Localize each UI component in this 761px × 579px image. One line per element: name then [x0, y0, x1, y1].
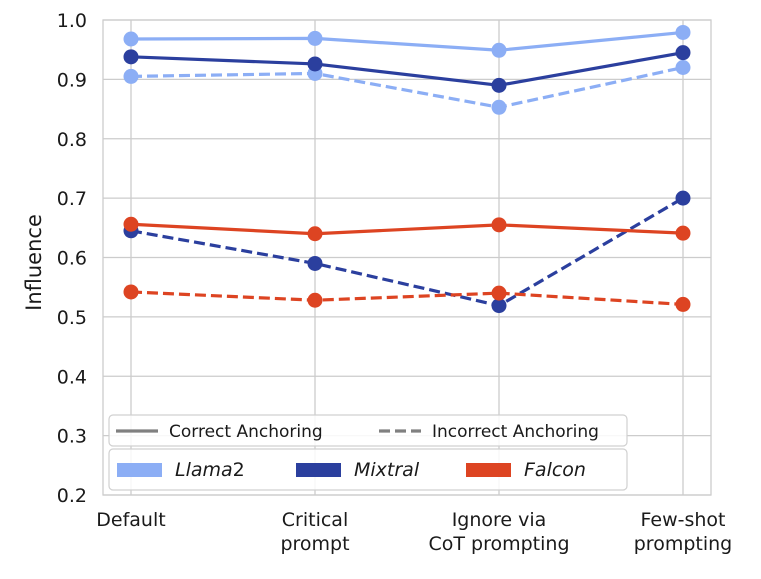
- data-point: [491, 99, 507, 115]
- data-point: [675, 225, 691, 241]
- series-line: [130, 30, 684, 52]
- data-point: [307, 56, 323, 72]
- plot-frame: [102, 19, 712, 496]
- x-tick-label-line: Ignore via: [452, 509, 547, 531]
- legend-model-label: Llama2: [175, 459, 245, 481]
- data-point: [307, 292, 323, 308]
- data-point: [491, 42, 507, 58]
- legend-model-label: Falcon: [524, 459, 586, 481]
- data-point: [307, 255, 323, 271]
- y-tick-label: 0.6: [57, 248, 87, 270]
- x-tick-label-line: Few-shot: [641, 509, 726, 531]
- data-point: [491, 298, 507, 314]
- data-point: [123, 49, 139, 65]
- series-line: [130, 51, 684, 87]
- data-point: [123, 68, 139, 84]
- axis-layer: 0.2 0.3 0.4 0.5 0.6 0.7 0.8 0.9 1.0 Default Critic…: [22, 10, 732, 555]
- y-tick-label: 0.7: [57, 188, 87, 210]
- data-point: [675, 24, 691, 40]
- legend-model-name: Llama: [175, 459, 233, 481]
- data-point: [307, 226, 323, 242]
- y-axis-label: Influence: [22, 214, 46, 311]
- x-tick-label-line: Default: [96, 509, 165, 531]
- x-tick-label: Ignore via CoT prompting: [428, 509, 569, 555]
- series-line: [130, 290, 684, 307]
- x-tick-label-line: prompt: [280, 533, 349, 555]
- legend: Correct Anchoring Incorrect Anchoring Llam…: [108, 414, 628, 491]
- data-point: [675, 60, 691, 75]
- legend-box-styles: [108, 414, 628, 447]
- legend-model-swatch: [466, 463, 511, 477]
- x-tick-label-line: prompting: [634, 533, 732, 555]
- legend-model-suffix: 2: [233, 459, 245, 481]
- legend-model-swatch: [296, 463, 341, 477]
- y-tick-label: 0.9: [57, 69, 87, 91]
- series-line: [130, 65, 684, 109]
- legend-model-label: Mixtral: [354, 459, 420, 481]
- series-layer: [123, 24, 691, 314]
- x-tick-label: Few-shot prompting: [634, 509, 732, 555]
- data-point: [491, 77, 507, 93]
- data-point: [675, 45, 691, 61]
- data-point: [675, 296, 691, 312]
- data-point: [491, 217, 507, 233]
- x-tick-label-line: Critical: [282, 509, 348, 531]
- legend-box-models: [108, 448, 628, 491]
- legend-line-style-label: Incorrect Anchoring: [432, 422, 599, 442]
- legend-line-style-label: Correct Anchoring: [169, 422, 323, 442]
- y-tick-label: 0.8: [57, 129, 87, 151]
- data-point: [491, 285, 507, 301]
- x-tick-label: Default: [96, 509, 165, 531]
- series-line: [130, 222, 684, 236]
- x-tick-label: Critical prompt: [280, 509, 349, 555]
- data-point: [123, 31, 139, 47]
- y-tick-label: 0.2: [57, 485, 87, 507]
- x-tick-label-line: CoT prompting: [428, 533, 569, 555]
- series-line: [130, 196, 684, 308]
- data-point: [123, 216, 139, 232]
- legend-model-name: Mixtral: [354, 459, 420, 481]
- legend-model-swatch: [117, 463, 162, 477]
- data-point: [307, 30, 323, 46]
- data-point: [675, 190, 691, 206]
- y-tick-label: 0.3: [57, 426, 87, 448]
- legend-model-name: Falcon: [524, 459, 586, 481]
- data-point: [123, 284, 139, 300]
- y-tick-label: 1.0: [57, 10, 87, 32]
- y-tick-label: 0.4: [57, 366, 87, 388]
- y-tick-label: 0.5: [57, 307, 87, 329]
